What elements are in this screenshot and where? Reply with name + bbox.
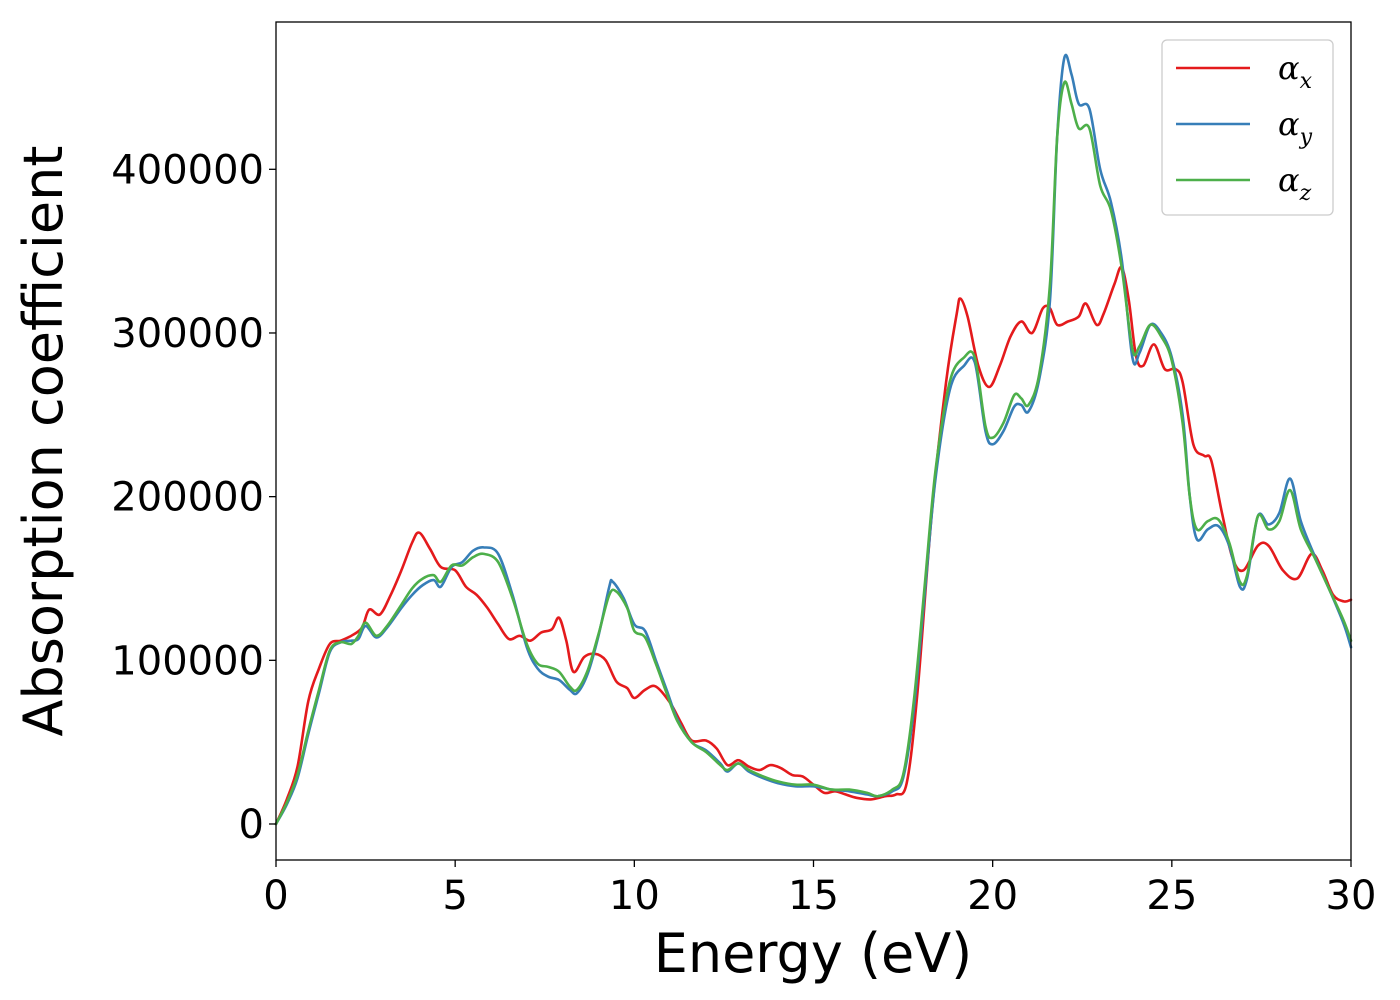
y-tick-label: 400000 <box>111 147 264 193</box>
x-tick-label: 25 <box>1146 873 1197 919</box>
y-tick-label: 100000 <box>111 638 264 684</box>
x-tick-label: 0 <box>263 873 288 919</box>
x-tick-label: 5 <box>442 873 467 919</box>
x-tick-label: 20 <box>967 873 1018 919</box>
x-axis: 0 5 10 15 20 25 30 <box>263 860 1376 919</box>
series-line-z <box>274 80 1353 826</box>
y-axis-title: Absorption coefficient <box>12 146 75 737</box>
x-tick-label: 10 <box>609 873 660 919</box>
y-tick-label: 200000 <box>111 475 264 521</box>
series-line-x <box>274 265 1353 826</box>
y-tick-label: 300000 <box>111 311 264 357</box>
y-axis: 0 100000 200000 300000 400000 <box>111 147 276 848</box>
x-tick-label: 30 <box>1326 873 1377 919</box>
series-layer <box>274 53 1353 826</box>
y-tick-label: 0 <box>239 802 264 848</box>
x-axis-title: Energy (eV) <box>654 922 973 985</box>
legend-box <box>1161 39 1334 216</box>
x-tick-label: 15 <box>788 873 839 919</box>
